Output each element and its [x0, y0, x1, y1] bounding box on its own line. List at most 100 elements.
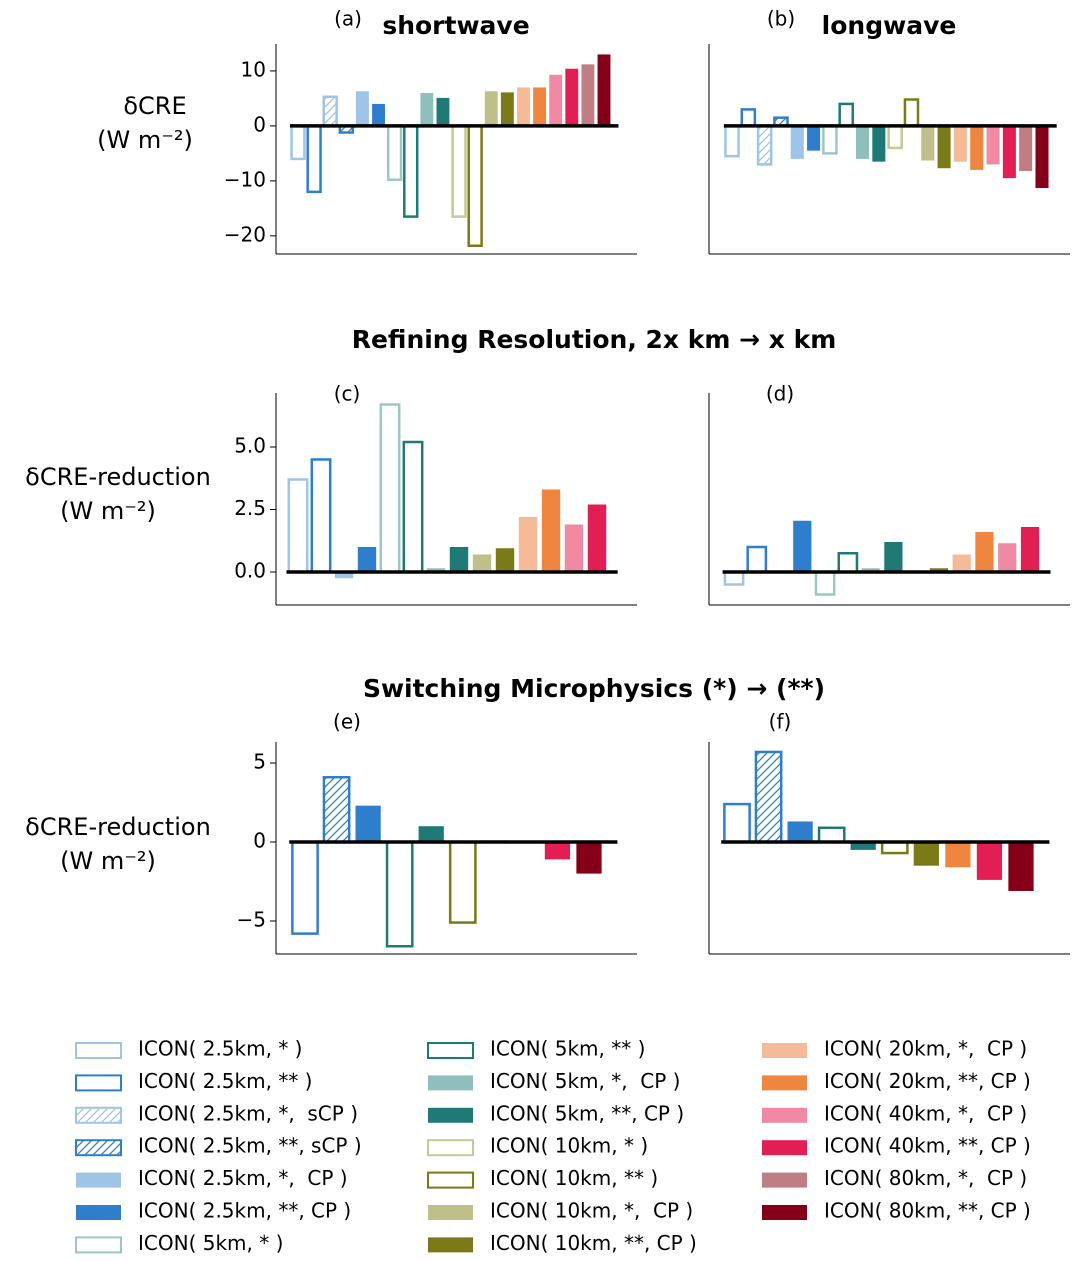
bar	[746, 545, 768, 574]
legend-label: ICON( 2.5km, * )	[138, 1037, 302, 1061]
legend-swatch	[762, 1107, 807, 1123]
bar	[565, 68, 579, 126]
bar	[334, 572, 354, 579]
bar	[723, 570, 745, 586]
bar	[426, 568, 446, 572]
legend-swatch	[762, 1205, 807, 1220]
legend-swatch	[76, 1205, 121, 1220]
bar	[484, 91, 498, 126]
legend-swatch	[427, 1171, 474, 1189]
chart-title: longwave	[822, 11, 957, 40]
bar	[756, 124, 773, 166]
y-tick-label: 2.5	[234, 496, 266, 520]
legend-swatch	[427, 1139, 474, 1157]
panel-label: (b)	[767, 7, 795, 31]
bar	[1002, 125, 1016, 179]
y-axis-label: δCRE-reduction	[25, 463, 211, 491]
bar	[587, 504, 607, 572]
bar	[787, 821, 813, 842]
bar	[403, 124, 419, 218]
panel-label: (d)	[766, 382, 794, 406]
legend-swatch	[75, 1074, 122, 1092]
legend-label: ICON( 2.5km, **, CP )	[138, 1199, 351, 1223]
bar	[495, 548, 515, 572]
bar	[998, 543, 1017, 572]
legend-label: ICON( 80km, **, CP )	[824, 1199, 1031, 1223]
bar	[518, 517, 538, 572]
bar	[517, 87, 530, 126]
legend-swatch	[428, 1075, 473, 1091]
legend-label: ICON( 40km, *, CP )	[824, 1101, 1027, 1125]
bar	[814, 570, 836, 596]
legend-label: ICON( 10km, ** )	[490, 1166, 658, 1190]
bar	[945, 841, 971, 868]
bar	[1035, 125, 1049, 189]
legend-label: ICON( 20km, **, CP )	[824, 1069, 1031, 1093]
y-tick-label: 0	[253, 828, 266, 852]
bar	[322, 95, 338, 128]
panel-label: (c)	[334, 382, 361, 406]
bar	[436, 97, 450, 126]
bar	[884, 542, 903, 572]
bar	[355, 91, 369, 126]
legend-label: ICON( 20km, *, CP )	[824, 1037, 1027, 1061]
panel-label: (e)	[333, 710, 361, 734]
bar	[451, 124, 467, 218]
legend-label: ICON( 80km, *, CP )	[824, 1166, 1027, 1190]
legend-swatch	[75, 1042, 122, 1059]
legend-swatch	[75, 1139, 122, 1157]
legend-swatch	[75, 1236, 122, 1254]
legend-label: ICON( 40km, **, CP )	[824, 1134, 1031, 1158]
y-axis-label: δCRE	[123, 92, 186, 120]
legend-swatch	[762, 1140, 807, 1156]
legend-swatch	[762, 1043, 807, 1058]
legend-label: ICON( 5km, ** )	[490, 1037, 645, 1061]
legend-label: ICON( 2.5km, *, sCP )	[138, 1101, 358, 1125]
bar	[953, 125, 967, 162]
bar	[402, 440, 424, 574]
bar	[322, 775, 351, 844]
legend-label: ICON( 2.5km, **, sCP )	[138, 1134, 362, 1158]
bar	[740, 108, 757, 128]
legend-label: ICON( 2.5km, ** )	[138, 1069, 312, 1093]
bar	[533, 87, 547, 126]
bar	[850, 841, 876, 850]
bar	[903, 98, 920, 128]
bar	[793, 520, 812, 572]
bar	[754, 750, 783, 844]
y-tick-label: −5	[237, 907, 266, 931]
y-tick-label: −20	[224, 222, 266, 246]
legend-swatch	[75, 1106, 122, 1124]
bar	[448, 840, 477, 924]
legend-swatch	[762, 1172, 807, 1188]
bar	[807, 125, 821, 151]
legend-swatch	[428, 1205, 473, 1220]
legend-label: ICON( 2.5km, *, CP )	[138, 1166, 348, 1190]
bar	[1008, 841, 1034, 891]
y-tick-label: 0	[253, 112, 266, 136]
legend-label: ICON( 5km, *, CP )	[490, 1069, 681, 1093]
bar	[597, 54, 611, 126]
y-tick-label: 5	[253, 750, 266, 774]
bar	[952, 554, 971, 572]
y-tick-label: 10	[241, 57, 266, 81]
bar	[975, 532, 994, 572]
bar	[355, 805, 381, 842]
panel-label: (f)	[769, 710, 792, 734]
legend-label: ICON( 10km, **, CP )	[490, 1231, 697, 1255]
bar	[1019, 125, 1033, 171]
bar	[472, 554, 492, 572]
bar	[724, 124, 740, 158]
bar	[576, 841, 602, 874]
y-axis-label: δCRE-reduction	[25, 813, 211, 841]
bar	[379, 403, 401, 574]
bar	[386, 124, 403, 182]
bar	[913, 841, 939, 866]
bar	[291, 840, 319, 935]
bar	[921, 125, 935, 161]
bar	[970, 125, 984, 170]
bar	[306, 124, 322, 194]
section-title: Switching Microphysics (*) → (**)	[363, 674, 825, 703]
